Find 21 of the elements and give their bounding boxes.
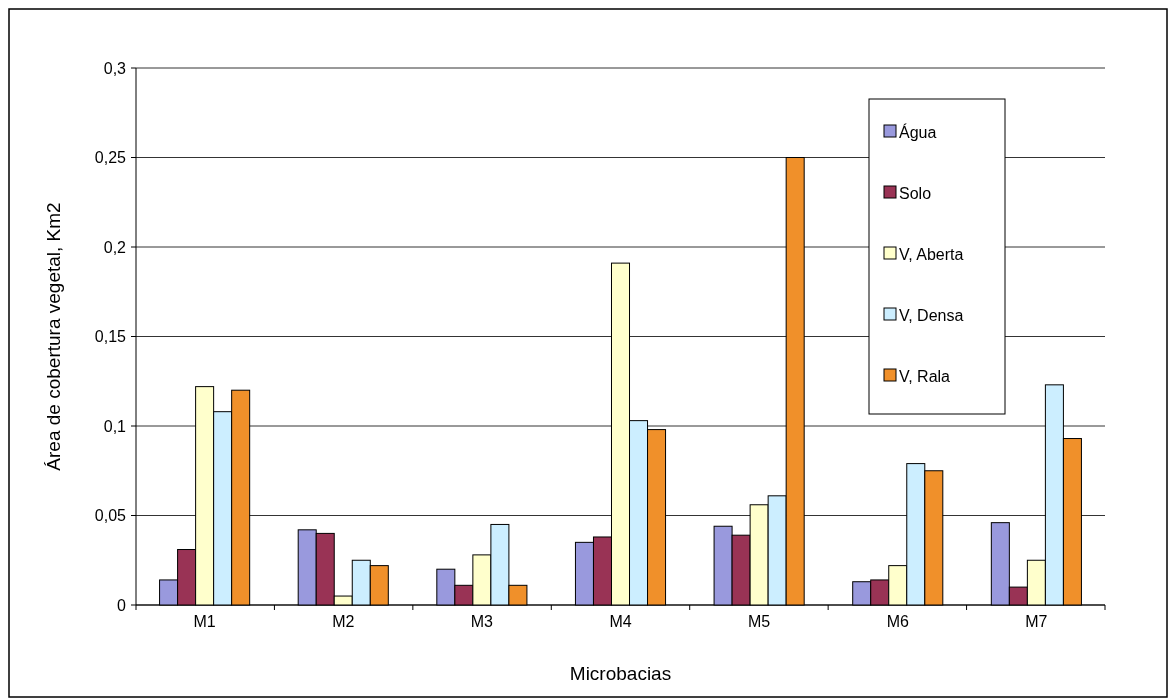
legend-label: V, Densa (899, 306, 964, 324)
y-axis-title: Área de cobertura vegetal, Km2 (43, 202, 64, 471)
y-tick-label: 0,15 (94, 328, 127, 346)
y-tick-label: 0,2 (103, 238, 127, 256)
x-axis-title: Microbacias (569, 663, 672, 684)
y-tick-label: 0,3 (103, 59, 127, 77)
legend-label: V, Aberta (899, 245, 964, 263)
x-tick-label: M4 (609, 613, 632, 630)
legend-label: Água (899, 122, 937, 141)
y-tick-label: 0,1 (103, 417, 127, 435)
y-tick-label: 0,25 (94, 149, 127, 167)
x-tick-label: M6 (886, 613, 909, 630)
x-tick-label: M3 (470, 613, 494, 630)
y-tick-label: 0,05 (94, 507, 127, 525)
y-tick-label: 0 (117, 596, 127, 614)
x-tick-label: M7 (1025, 613, 1048, 630)
x-tick-label: M2 (332, 613, 355, 630)
x-tick-label: M1 (193, 613, 216, 630)
legend-label: Solo (899, 184, 932, 202)
legend-label: V, Rala (899, 367, 951, 385)
x-tick-label: M5 (748, 613, 771, 630)
